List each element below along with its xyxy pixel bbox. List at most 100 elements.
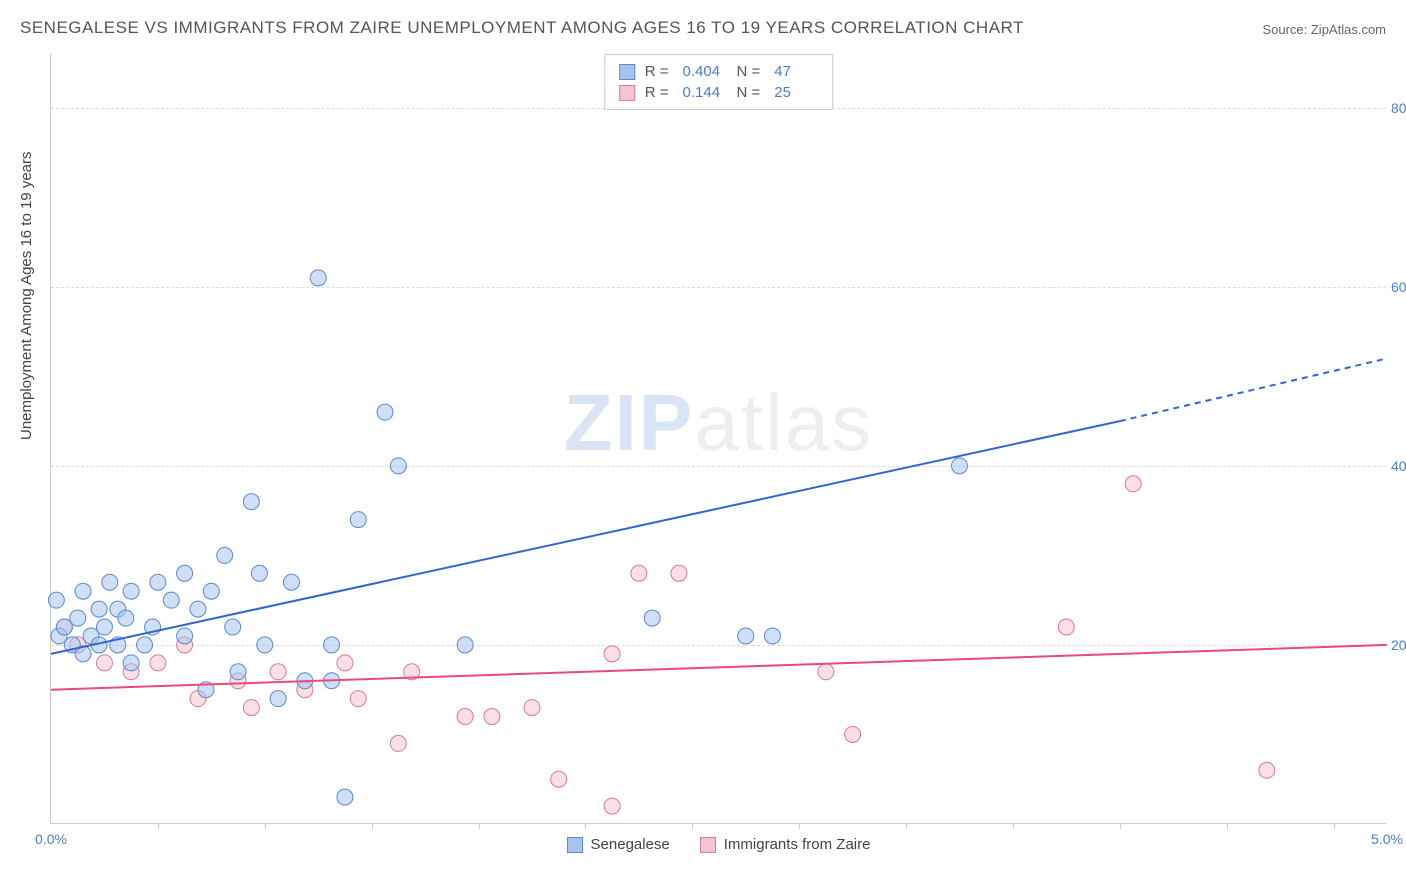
- regression-line: [51, 645, 1387, 690]
- stat-n-zaire: 25: [774, 84, 818, 101]
- stat-n-senegalese: 47: [774, 63, 818, 80]
- data-point: [551, 771, 567, 787]
- data-point: [177, 628, 193, 644]
- x-tick: [906, 823, 907, 829]
- data-point: [203, 583, 219, 599]
- stat-r-label-2: R =: [645, 84, 669, 101]
- legend: Senegalese Immigrants from Zaire: [567, 836, 871, 853]
- x-tick: [1013, 823, 1014, 829]
- data-point: [243, 700, 259, 716]
- chart-area: ZIPatlas 20.0%40.0%60.0%80.0% R = 0.404 …: [50, 54, 1386, 824]
- y-axis-label: Unemployment Among Ages 16 to 19 years: [18, 151, 35, 440]
- data-point: [118, 610, 134, 626]
- data-point: [337, 789, 353, 805]
- data-point: [951, 458, 967, 474]
- x-tick: [479, 823, 480, 829]
- data-point: [96, 619, 112, 635]
- legend-label-zaire: Immigrants from Zaire: [724, 836, 871, 853]
- data-point: [102, 574, 118, 590]
- data-point: [270, 691, 286, 707]
- x-tick: [1120, 823, 1121, 829]
- data-point: [390, 735, 406, 751]
- x-tick: [1334, 823, 1335, 829]
- scatter-plot: [51, 54, 1386, 823]
- legend-label-senegalese: Senegalese: [591, 836, 670, 853]
- data-point: [524, 700, 540, 716]
- data-point: [764, 628, 780, 644]
- data-point: [377, 404, 393, 420]
- swatch-senegalese: [619, 64, 635, 80]
- data-point: [457, 637, 473, 653]
- data-point: [350, 512, 366, 528]
- data-point: [190, 601, 206, 617]
- data-point: [96, 655, 112, 671]
- stat-n-label-2: N =: [737, 84, 761, 101]
- data-point: [225, 619, 241, 635]
- legend-swatch-zaire: [700, 837, 716, 853]
- data-point: [70, 610, 86, 626]
- x-tick-label: 0.0%: [35, 831, 67, 847]
- data-point: [257, 637, 273, 653]
- data-point: [671, 565, 687, 581]
- data-point: [217, 547, 233, 563]
- data-point: [137, 637, 153, 653]
- legend-item-senegalese: Senegalese: [567, 836, 670, 853]
- legend-swatch-senegalese: [567, 837, 583, 853]
- data-point: [91, 601, 107, 617]
- x-tick: [692, 823, 693, 829]
- data-point: [845, 726, 861, 742]
- data-point: [337, 655, 353, 671]
- data-point: [1259, 762, 1275, 778]
- y-tick-label: 60.0%: [1391, 279, 1406, 295]
- data-point: [310, 270, 326, 286]
- stats-box: R = 0.404 N = 47 R = 0.144 N = 25: [604, 54, 834, 110]
- stat-n-label: N =: [737, 63, 761, 80]
- stat-r-senegalese: 0.404: [683, 63, 727, 80]
- data-point: [644, 610, 660, 626]
- legend-item-zaire: Immigrants from Zaire: [700, 836, 871, 853]
- data-point: [251, 565, 267, 581]
- stats-row-zaire: R = 0.144 N = 25: [619, 82, 819, 103]
- data-point: [48, 592, 64, 608]
- data-point: [1125, 476, 1141, 492]
- data-point: [177, 565, 193, 581]
- data-point: [457, 709, 473, 725]
- data-point: [484, 709, 500, 725]
- stat-r-zaire: 0.144: [683, 84, 727, 101]
- data-point: [243, 494, 259, 510]
- regression-line: [51, 421, 1120, 654]
- data-point: [604, 798, 620, 814]
- stats-row-senegalese: R = 0.404 N = 47: [619, 61, 819, 82]
- chart-title: SENEGALESE VS IMMIGRANTS FROM ZAIRE UNEM…: [20, 18, 1024, 38]
- data-point: [123, 583, 139, 599]
- data-point: [350, 691, 366, 707]
- data-point: [1058, 619, 1074, 635]
- data-point: [818, 664, 834, 680]
- data-point: [324, 637, 340, 653]
- data-point: [75, 583, 91, 599]
- regression-line: [1120, 358, 1387, 421]
- x-tick: [799, 823, 800, 829]
- source-attribution: Source: ZipAtlas.com: [1262, 22, 1386, 37]
- x-tick: [1227, 823, 1228, 829]
- data-point: [604, 646, 620, 662]
- data-point: [283, 574, 299, 590]
- data-point: [738, 628, 754, 644]
- data-point: [123, 655, 139, 671]
- x-tick: [585, 823, 586, 829]
- data-point: [163, 592, 179, 608]
- x-tick: [372, 823, 373, 829]
- x-tick-label: 5.0%: [1371, 831, 1403, 847]
- y-tick-label: 80.0%: [1391, 100, 1406, 116]
- x-tick: [265, 823, 266, 829]
- data-point: [150, 574, 166, 590]
- y-tick-label: 40.0%: [1391, 458, 1406, 474]
- x-tick: [158, 823, 159, 829]
- data-point: [230, 664, 246, 680]
- data-point: [631, 565, 647, 581]
- data-point: [390, 458, 406, 474]
- swatch-zaire: [619, 85, 635, 101]
- data-point: [270, 664, 286, 680]
- y-tick-label: 20.0%: [1391, 637, 1406, 653]
- stat-r-label: R =: [645, 63, 669, 80]
